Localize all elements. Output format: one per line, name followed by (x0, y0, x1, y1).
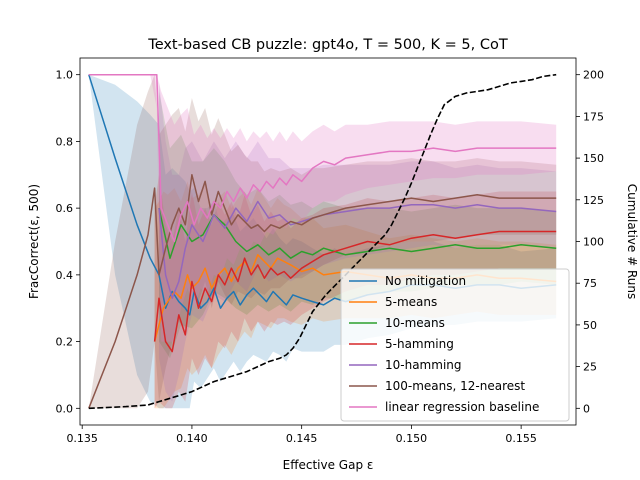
y-tick-label: 0.0 (56, 402, 74, 415)
series-line-10-hamming (158, 200, 557, 299)
y-tick-label: 1.0 (56, 69, 74, 82)
y-tick-label: 0.8 (56, 135, 74, 148)
x-tick-label: 0.135 (66, 432, 98, 445)
legend-label-linear-regression-baseline: linear regression baseline (385, 400, 539, 414)
y2-tick-label: 150 (583, 152, 604, 165)
y2-tick-label: 75 (583, 277, 597, 290)
legend-label-10-means: 10-means (385, 316, 445, 330)
y2-tick-label: 100 (583, 236, 604, 249)
legend-box (340, 268, 570, 422)
series-line-100-means-12-nearest (88, 174, 557, 409)
y-axis-right: 0 25 50 75 100 125 150 175 200 (576, 69, 604, 415)
band-100-means-12-nearest (88, 74, 557, 409)
band-10-means (159, 91, 557, 359)
y2-tick-label: 125 (583, 194, 604, 207)
y-axis-label: FracCorrect(ε, 500) (27, 184, 41, 299)
band-10-hamming (159, 81, 557, 402)
band-linear-regression-baseline (88, 74, 557, 342)
x-tick-label: 0.150 (396, 432, 428, 445)
y2-tick-label: 175 (583, 110, 604, 123)
chart-title: Text-based CB puzzle: gpt4o, T = 500, K … (147, 37, 508, 53)
band-5-hamming (154, 174, 557, 409)
x-tick-label: 0.140 (176, 432, 208, 445)
x-tick-label: 0.155 (505, 432, 537, 445)
y2-tick-label: 50 (583, 319, 597, 332)
legend-label-5-means: 5-means (385, 295, 437, 309)
y-axis-left: 0.0 0.2 0.4 0.6 0.8 1.0 (56, 69, 80, 415)
legend: No mitigation 5-means 10-means 5-hamming 10-… (340, 268, 570, 422)
series-line-linear-regression-baseline (88, 73, 557, 243)
y-tick-label: 0.6 (56, 202, 74, 215)
y-tick-label: 0.4 (56, 269, 74, 282)
series-line-10-means (158, 207, 557, 259)
legend-label-5-hamming: 5-hamming (385, 337, 454, 351)
legend-label-no-mitigation: No mitigation (385, 274, 466, 288)
y2-tick-label: 25 (583, 361, 597, 374)
x-tick-label: 0.145 (286, 432, 318, 445)
y-tick-label: 0.2 (56, 336, 74, 349)
x-axis-label: Effective Gap ε (283, 458, 374, 472)
legend-label-10-hamming: 10-hamming (385, 358, 462, 372)
legend-label-100-means-12-nearest: 100-means, 12-nearest (385, 379, 525, 393)
x-axis: 0.135 0.140 0.145 0.150 0.155 (66, 425, 537, 445)
y2-tick-label: 0 (583, 402, 590, 415)
y2-axis-label: Cumulative # Runs (625, 184, 639, 299)
y2-tick-label: 200 (583, 69, 604, 82)
series-line-5-hamming (153, 230, 557, 353)
